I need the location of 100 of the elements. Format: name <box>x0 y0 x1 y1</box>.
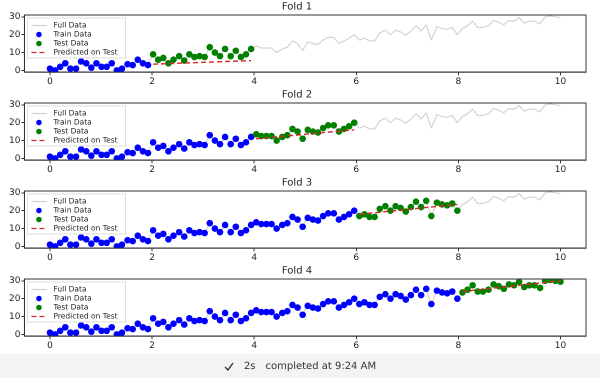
point <box>134 56 142 63</box>
point <box>134 232 142 239</box>
y-tick-label: 0 <box>14 242 21 252</box>
point <box>252 218 260 226</box>
point <box>93 148 100 155</box>
point <box>62 148 69 155</box>
point <box>144 62 152 68</box>
point <box>242 227 250 234</box>
point <box>170 232 177 239</box>
point <box>129 238 136 244</box>
point <box>150 51 156 58</box>
point <box>422 198 430 204</box>
chart-title: Fold 4 <box>282 266 312 277</box>
y-tick-label: 10 <box>9 48 21 58</box>
y-tick-label: 10 <box>9 224 21 234</box>
point <box>242 139 250 146</box>
point <box>176 140 182 148</box>
point <box>273 137 280 144</box>
point <box>371 214 378 220</box>
point <box>216 228 224 236</box>
point <box>252 130 260 138</box>
x-tick-label: 10 <box>554 340 566 351</box>
point <box>88 240 95 248</box>
point <box>201 54 208 60</box>
y-tick-label: 20 <box>9 206 21 216</box>
point <box>238 54 244 60</box>
x-tick-label: 4 <box>251 164 258 175</box>
x-tick-label: 8 <box>456 340 462 351</box>
point <box>93 60 100 67</box>
point <box>82 60 90 67</box>
point <box>56 152 64 158</box>
point <box>108 236 116 243</box>
point <box>72 65 80 72</box>
x-tick-label: 6 <box>353 76 360 87</box>
point <box>376 206 384 212</box>
y-tick-label: 10 <box>9 136 21 146</box>
point <box>382 202 389 210</box>
point <box>150 227 156 234</box>
point <box>340 214 348 220</box>
point <box>103 64 110 70</box>
point <box>82 148 90 155</box>
point <box>186 51 193 58</box>
point <box>67 241 74 248</box>
point <box>324 122 332 129</box>
point <box>336 216 342 223</box>
point <box>227 228 234 236</box>
point <box>402 208 410 215</box>
x-tick-label: 0 <box>47 76 54 87</box>
point <box>346 210 352 218</box>
x-tick-label: 2 <box>149 76 155 87</box>
point <box>268 220 275 228</box>
point <box>144 150 152 156</box>
point <box>154 144 162 151</box>
y-tick-label: 30 <box>9 188 21 198</box>
point <box>248 134 254 140</box>
point <box>289 214 296 220</box>
x-tick-label: 0 <box>47 164 54 175</box>
x-tick-label: 4 <box>251 76 258 87</box>
x-tick-label: 10 <box>554 76 566 87</box>
point <box>350 207 358 214</box>
point <box>238 142 244 148</box>
point <box>154 56 162 63</box>
point <box>180 57 188 64</box>
y-tick-label: 0 <box>14 154 21 164</box>
point <box>212 49 218 56</box>
point <box>212 225 218 232</box>
point <box>320 124 326 132</box>
y-tick-label: 20 <box>9 294 21 304</box>
point <box>67 153 74 160</box>
x-tick-label: 6 <box>353 252 360 263</box>
point <box>273 225 280 232</box>
point <box>206 220 214 226</box>
point <box>118 65 126 72</box>
point <box>108 148 116 155</box>
point <box>62 60 69 67</box>
point <box>118 241 126 248</box>
point <box>294 216 301 223</box>
point <box>314 217 322 224</box>
point <box>324 210 332 217</box>
point <box>82 236 90 243</box>
point <box>242 51 250 58</box>
point <box>320 212 326 220</box>
y-tick-label: 0 <box>14 330 21 340</box>
point <box>103 152 110 158</box>
point <box>289 126 296 132</box>
point <box>154 232 162 239</box>
point <box>67 65 74 72</box>
x-tick-label: 2 <box>149 164 155 175</box>
point <box>304 126 312 134</box>
point <box>165 148 172 155</box>
point <box>160 230 167 238</box>
point <box>434 199 440 206</box>
point <box>129 150 136 156</box>
point <box>216 52 224 60</box>
point <box>93 236 100 243</box>
point <box>232 135 240 142</box>
point <box>248 46 254 52</box>
x-tick-label: 2 <box>149 340 155 351</box>
point <box>428 212 435 220</box>
point <box>103 240 110 246</box>
